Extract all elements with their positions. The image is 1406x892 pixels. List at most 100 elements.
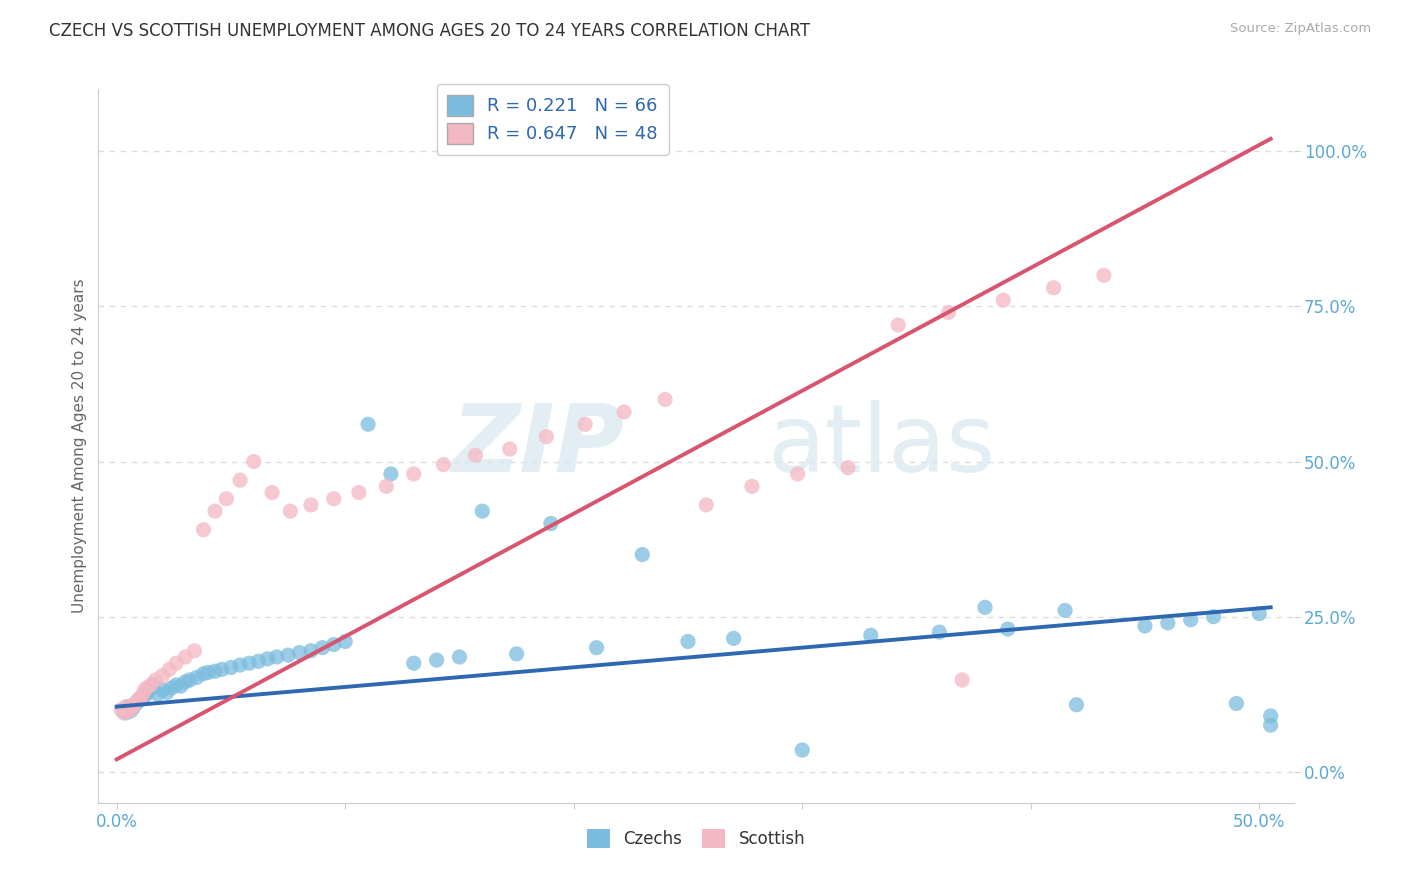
Point <box>1157 615 1180 630</box>
Point <box>347 485 370 500</box>
Point <box>138 684 160 698</box>
Point <box>299 644 322 658</box>
Point <box>142 678 165 692</box>
Point <box>299 498 322 512</box>
Point <box>837 460 859 475</box>
Point <box>157 662 180 676</box>
Point <box>380 467 402 481</box>
Point <box>859 628 882 642</box>
Point <box>152 682 174 697</box>
Point <box>613 405 636 419</box>
Point <box>128 693 150 707</box>
Point <box>134 689 156 703</box>
Point <box>499 442 522 456</box>
Point <box>229 473 252 487</box>
Point <box>115 699 138 714</box>
Point <box>134 684 156 698</box>
Point <box>1180 613 1202 627</box>
Point <box>357 417 380 432</box>
Point <box>146 687 169 701</box>
Point <box>165 678 187 692</box>
Point <box>165 656 187 670</box>
Point <box>152 668 174 682</box>
Text: Source: ZipAtlas.com: Source: ZipAtlas.com <box>1230 22 1371 36</box>
Point <box>997 622 1019 636</box>
Point <box>117 699 139 714</box>
Point <box>204 504 226 518</box>
Point <box>135 681 157 695</box>
Point <box>654 392 676 407</box>
Point <box>1053 603 1076 617</box>
Point <box>322 491 344 506</box>
Point <box>186 670 208 684</box>
Point <box>574 417 596 432</box>
Point <box>135 687 157 701</box>
Point <box>1042 281 1064 295</box>
Point <box>229 658 252 673</box>
Point <box>128 691 150 706</box>
Point <box>115 706 138 720</box>
Point <box>112 703 135 717</box>
Point <box>197 665 219 680</box>
Point <box>402 467 425 481</box>
Point <box>247 654 270 668</box>
Point <box>156 685 179 699</box>
Point <box>950 673 973 687</box>
Point <box>536 430 558 444</box>
Point <box>215 491 238 506</box>
Point <box>1225 697 1247 711</box>
Point <box>1249 607 1271 621</box>
Point <box>1133 619 1156 633</box>
Point <box>1066 698 1088 712</box>
Point <box>723 632 745 646</box>
Point <box>432 458 454 472</box>
Point <box>120 703 142 717</box>
Point <box>117 704 139 718</box>
Point <box>174 674 197 689</box>
Point <box>464 448 486 462</box>
Point <box>145 673 167 687</box>
Text: CZECH VS SCOTTISH UNEMPLOYMENT AMONG AGES 20 TO 24 YEARS CORRELATION CHART: CZECH VS SCOTTISH UNEMPLOYMENT AMONG AGE… <box>49 22 810 40</box>
Point <box>124 697 146 711</box>
Point <box>170 679 193 693</box>
Point <box>1092 268 1115 283</box>
Point <box>262 485 284 500</box>
Point <box>266 650 288 665</box>
Point <box>540 516 562 531</box>
Point <box>792 743 814 757</box>
Point <box>426 653 449 667</box>
Point <box>160 681 183 695</box>
Legend: Czechs, Scottish: Czechs, Scottish <box>579 822 813 855</box>
Point <box>120 704 142 718</box>
Point <box>219 660 242 674</box>
Point <box>402 656 425 670</box>
Point <box>585 640 607 655</box>
Point <box>311 640 333 655</box>
Point <box>449 650 471 665</box>
Point <box>174 650 197 665</box>
Point <box>375 479 398 493</box>
Point <box>938 305 960 319</box>
Point <box>121 701 143 715</box>
Point <box>139 681 162 695</box>
Point <box>277 648 299 662</box>
Point <box>786 467 808 481</box>
Point <box>335 634 357 648</box>
Point <box>110 703 132 717</box>
Text: atlas: atlas <box>768 400 995 492</box>
Point <box>676 634 699 648</box>
Point <box>193 666 215 681</box>
Point <box>238 656 260 670</box>
Point <box>887 318 910 332</box>
Point <box>112 706 135 720</box>
Point <box>243 454 266 468</box>
Point <box>124 698 146 712</box>
Point <box>131 691 153 706</box>
Point <box>1202 609 1225 624</box>
Point <box>928 625 950 640</box>
Point <box>127 695 149 709</box>
Point <box>280 504 302 518</box>
Point <box>211 662 233 676</box>
Point <box>139 678 162 692</box>
Point <box>127 693 149 707</box>
